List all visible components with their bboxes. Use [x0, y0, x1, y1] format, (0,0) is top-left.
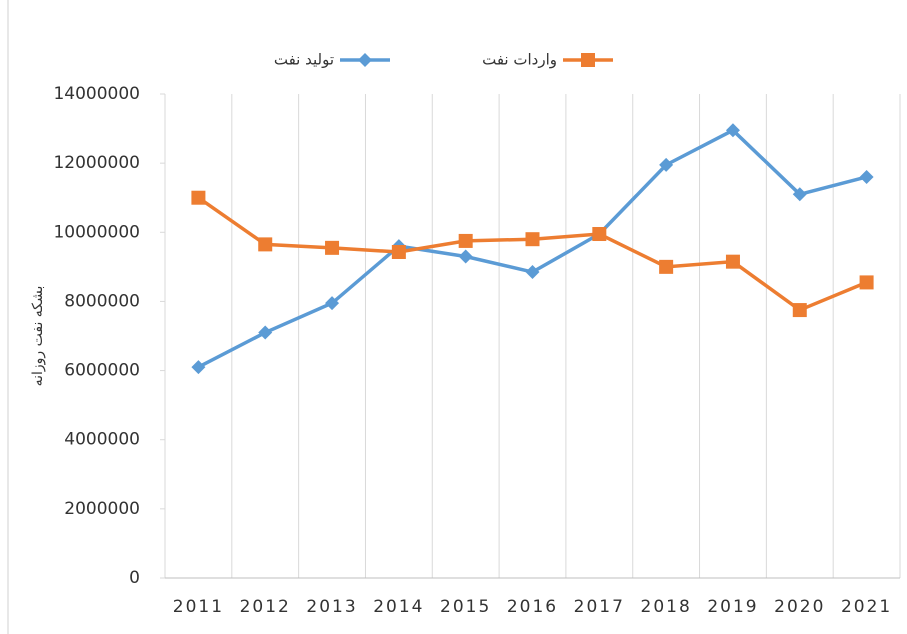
x-tick-label: 2011 — [173, 597, 224, 617]
marker — [725, 254, 740, 269]
marker — [325, 240, 340, 255]
y-tick-label: 2000000 — [64, 499, 140, 519]
marker — [725, 123, 740, 138]
y-tick-label: 4000000 — [64, 430, 140, 450]
marker — [258, 237, 273, 252]
x-tick-label: 2021 — [841, 597, 892, 617]
marker — [458, 233, 473, 248]
y-tick-label: 8000000 — [64, 291, 140, 311]
marker — [659, 259, 674, 274]
marker — [191, 360, 206, 375]
y-tick-label: 12000000 — [53, 153, 140, 173]
marker — [391, 244, 406, 259]
x-tick-label: 2015 — [440, 597, 491, 617]
marker — [525, 232, 540, 247]
marker — [525, 265, 540, 280]
y-tick-label: 6000000 — [64, 361, 140, 381]
marker — [458, 249, 473, 264]
x-tick-label: 2020 — [774, 597, 825, 617]
marker — [792, 187, 807, 202]
marker — [592, 227, 607, 242]
marker — [659, 157, 674, 172]
y-tick-label: 14000000 — [53, 84, 140, 104]
legend-label: واردات نفت — [482, 51, 557, 69]
y-axis-label: بشکه نفت روزانه — [30, 286, 46, 387]
marker — [258, 325, 273, 340]
x-tick-label: 2018 — [641, 597, 692, 617]
marker — [792, 303, 807, 318]
x-tick-label: 2013 — [306, 597, 357, 617]
x-tick-label: 2016 — [507, 597, 558, 617]
marker — [859, 169, 874, 184]
x-tick-label: 2017 — [574, 597, 625, 617]
x-tick-label: 2012 — [240, 597, 291, 617]
x-tick-label: 2014 — [373, 597, 424, 617]
marker — [191, 190, 206, 205]
marker — [581, 53, 595, 67]
y-tick-label: 10000000 — [53, 222, 140, 242]
legend-label: تولید نفت — [274, 51, 334, 69]
marker — [325, 296, 340, 311]
marker — [358, 53, 372, 67]
marker — [859, 275, 874, 290]
x-tick-label: 2019 — [707, 597, 758, 617]
y-tick-label: 0 — [129, 568, 140, 588]
